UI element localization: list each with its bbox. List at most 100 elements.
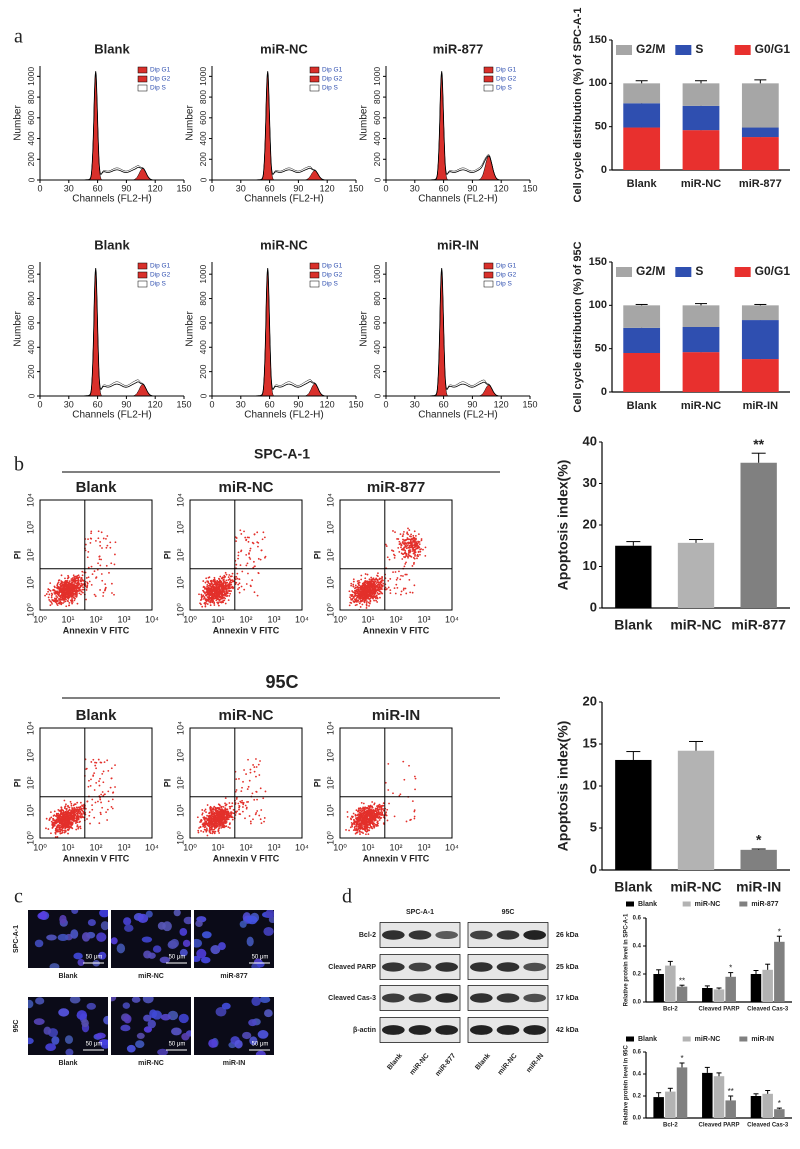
event-dot (377, 808, 379, 810)
event-dot (213, 580, 215, 582)
x-tick-label: 30 (236, 399, 246, 409)
g1-peak (386, 269, 530, 396)
event-dot (389, 589, 391, 591)
event-dot (90, 530, 92, 532)
event-dot (210, 601, 212, 603)
event-dot (207, 804, 209, 806)
event-dot (200, 594, 202, 596)
x-tick-label: 60 (439, 183, 449, 193)
event-dot (364, 592, 366, 594)
g2-peak (40, 169, 184, 180)
event-dot (358, 810, 360, 812)
event-dot (256, 799, 258, 801)
event-dot (213, 593, 215, 595)
event-dot (400, 544, 402, 546)
y-tick-label: 800 (26, 291, 36, 305)
event-dot (222, 601, 224, 603)
event-dot (51, 593, 53, 595)
event-dot (78, 579, 80, 581)
event-dot (365, 824, 367, 826)
event-dot (64, 585, 66, 587)
event-dot (71, 807, 73, 809)
event-dot (241, 787, 243, 789)
event-dot (237, 555, 239, 557)
event-dot (77, 824, 79, 826)
event-dot (353, 581, 355, 583)
y-tick-label: 200 (198, 364, 208, 378)
event-dot (215, 582, 217, 584)
event-dot (247, 759, 249, 761)
y-tick-label: 10⁰ (25, 831, 35, 845)
event-dot (362, 826, 364, 828)
event-dot (243, 589, 245, 591)
event-dot (213, 586, 215, 588)
event-dot (112, 798, 114, 800)
event-dot (242, 811, 244, 813)
bar (751, 974, 762, 1002)
event-dot (74, 576, 76, 578)
event-dot (72, 578, 74, 580)
event-dot (219, 599, 221, 601)
event-dot (358, 584, 360, 586)
event-dot (79, 583, 81, 585)
event-dot (363, 828, 365, 830)
event-dot (375, 581, 377, 583)
event-dot (400, 542, 402, 544)
event-dot (413, 550, 415, 552)
y-tick-label: 600 (198, 110, 208, 124)
event-dot (61, 597, 63, 599)
bar-segment (683, 130, 720, 170)
event-dot (209, 815, 211, 817)
event-dot (208, 577, 210, 579)
y-tick-label: 30 (583, 475, 597, 490)
y-tick-label: 10⁰ (175, 603, 185, 617)
x-tick-label: 10¹ (211, 842, 224, 852)
event-dot (254, 565, 256, 567)
event-dot (235, 540, 237, 542)
event-dot (229, 822, 231, 824)
event-dot (264, 557, 266, 559)
event-dot (369, 583, 371, 585)
event-dot (71, 603, 73, 605)
panel-label: c (14, 886, 23, 908)
event-dot (420, 548, 422, 550)
event-dot (360, 589, 362, 591)
event-dot (218, 601, 220, 603)
event-dot (98, 530, 100, 532)
event-dot (56, 585, 58, 587)
event-dot (64, 819, 66, 821)
event-dot (366, 821, 368, 823)
event-dot (63, 582, 65, 584)
bar-segment (742, 320, 779, 359)
event-dot (69, 580, 71, 582)
legend-swatch (484, 85, 493, 91)
event-dot (401, 549, 403, 551)
event-dot (393, 554, 395, 556)
event-dot (357, 589, 359, 591)
x-axis-label: Annexin V FITC (63, 853, 130, 863)
event-dot (61, 822, 63, 824)
legend-label: G2/M (636, 264, 665, 278)
event-dot (56, 587, 58, 589)
event-dot (77, 828, 79, 830)
event-dot (377, 579, 379, 581)
bar-segment (742, 128, 779, 138)
event-dot (209, 829, 211, 831)
event-dot (349, 596, 351, 598)
event-dot (204, 810, 206, 812)
event-dot (114, 764, 116, 766)
y-tick-label: 10¹ (175, 576, 185, 589)
event-dot (379, 819, 381, 821)
event-dot (68, 602, 70, 604)
x-axis-label: Channels (FL2-H) (244, 194, 323, 205)
plot-title: miR-IN (372, 707, 420, 724)
event-dot (201, 814, 203, 816)
event-dot (114, 564, 116, 566)
x-axis-label: Annexin V FITC (213, 853, 280, 863)
event-dot (406, 574, 408, 576)
event-dot (362, 585, 364, 587)
legend-label: S (695, 42, 703, 56)
event-dot (56, 830, 58, 832)
y-tick-label: 400 (372, 340, 382, 354)
event-dot (359, 831, 361, 833)
